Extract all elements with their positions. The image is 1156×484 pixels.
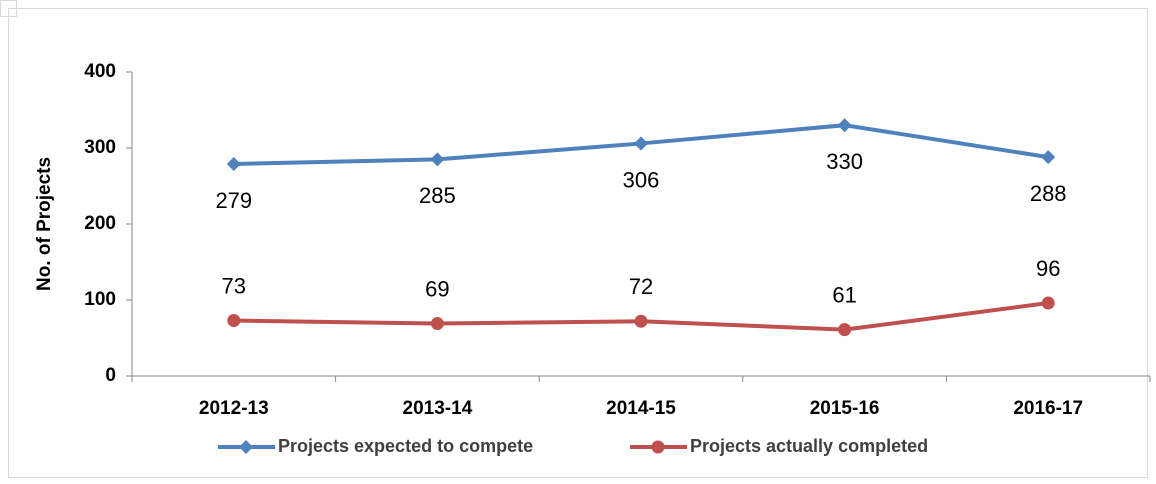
point: [1041, 296, 1055, 310]
point: [838, 323, 852, 337]
point: [227, 314, 241, 328]
point: [226, 156, 241, 171]
point: [634, 314, 648, 328]
data-label: 61: [832, 282, 856, 307]
point: [1041, 150, 1056, 165]
data-label: 72: [629, 274, 653, 299]
data-label: 73: [222, 273, 246, 298]
point: [837, 118, 852, 133]
x-tick-label: 2016-17: [1013, 398, 1083, 419]
x-tick-label: 2015-16: [810, 398, 880, 419]
data-label: 69: [425, 276, 449, 301]
legend-label: Projects expected to compete: [278, 436, 533, 456]
y-tick-label: 100: [84, 289, 116, 310]
y-axis-title: No. of Projects: [34, 157, 55, 291]
point: [430, 152, 445, 167]
data-label: 285: [419, 183, 456, 208]
data-label: 279: [215, 188, 252, 213]
data-label: 330: [826, 149, 863, 174]
data-label: 306: [623, 167, 660, 192]
corner-handle: [0, 0, 17, 17]
x-tick-label: 2014-15: [606, 398, 676, 419]
data-label: 288: [1030, 181, 1067, 206]
x-tick-label: 2012-13: [199, 398, 269, 419]
y-tick-label: 400: [84, 61, 116, 82]
legend-marker: [651, 440, 665, 454]
point: [634, 136, 648, 151]
chart-frame: [8, 8, 1148, 478]
y-tick-label: 300: [84, 137, 116, 158]
legend-label: Projects actually completed: [690, 436, 928, 456]
legend-marker: [239, 440, 253, 454]
y-tick-label: 200: [84, 213, 116, 234]
y-tick-label: 0: [105, 365, 116, 386]
x-tick-label: 2013-14: [403, 398, 473, 419]
point: [430, 317, 444, 331]
data-label: 96: [1036, 256, 1060, 281]
